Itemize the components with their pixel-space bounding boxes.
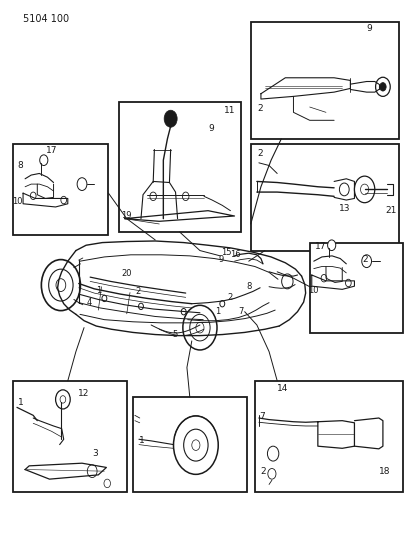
Text: 7: 7 xyxy=(260,412,266,421)
Bar xyxy=(119,102,241,232)
Circle shape xyxy=(362,255,372,268)
Bar xyxy=(13,381,127,492)
Circle shape xyxy=(87,465,97,478)
Text: 14: 14 xyxy=(277,384,288,393)
Circle shape xyxy=(55,390,70,409)
Circle shape xyxy=(321,274,327,282)
Text: 3: 3 xyxy=(92,449,98,458)
Text: 1: 1 xyxy=(95,286,101,295)
Circle shape xyxy=(77,177,87,190)
Text: 19: 19 xyxy=(122,211,132,220)
Circle shape xyxy=(181,309,186,315)
Text: 15: 15 xyxy=(221,248,232,257)
Circle shape xyxy=(184,429,208,461)
Text: 2: 2 xyxy=(135,287,141,296)
Text: 5104 100: 5104 100 xyxy=(23,14,69,25)
Circle shape xyxy=(56,279,66,292)
Circle shape xyxy=(182,192,189,200)
Circle shape xyxy=(61,196,67,204)
Circle shape xyxy=(173,416,218,474)
Text: 10: 10 xyxy=(308,286,319,295)
Circle shape xyxy=(192,440,200,450)
Text: 21: 21 xyxy=(385,206,397,215)
Text: 5: 5 xyxy=(172,330,177,339)
Circle shape xyxy=(268,469,276,479)
Bar xyxy=(251,144,399,251)
Circle shape xyxy=(150,192,156,200)
Text: 16: 16 xyxy=(231,251,241,260)
Text: 2: 2 xyxy=(227,293,232,302)
Circle shape xyxy=(139,303,144,310)
Bar xyxy=(13,144,109,235)
Circle shape xyxy=(102,295,107,302)
Text: 13: 13 xyxy=(339,204,350,213)
Text: 1: 1 xyxy=(215,306,220,316)
Text: 2: 2 xyxy=(363,255,368,263)
Text: 17: 17 xyxy=(315,243,326,252)
Circle shape xyxy=(190,314,210,341)
Text: 2: 2 xyxy=(258,149,263,158)
Circle shape xyxy=(328,240,336,251)
Circle shape xyxy=(282,274,293,289)
Circle shape xyxy=(339,183,349,196)
Text: 8: 8 xyxy=(17,161,23,170)
Bar xyxy=(310,243,403,333)
Circle shape xyxy=(220,301,225,307)
Text: 12: 12 xyxy=(78,389,89,398)
Circle shape xyxy=(380,83,386,91)
Circle shape xyxy=(196,322,204,333)
Bar xyxy=(255,381,403,492)
Text: 18: 18 xyxy=(379,467,391,475)
Text: 2: 2 xyxy=(258,103,263,112)
Text: 9: 9 xyxy=(367,24,373,33)
Text: 9: 9 xyxy=(208,124,214,133)
Text: 10: 10 xyxy=(12,197,22,206)
Bar xyxy=(251,22,399,139)
Circle shape xyxy=(104,479,111,488)
Text: 20: 20 xyxy=(122,269,132,278)
Text: 11: 11 xyxy=(224,106,235,115)
Text: 2: 2 xyxy=(260,467,266,475)
Bar xyxy=(133,397,247,492)
Text: 4: 4 xyxy=(87,298,92,307)
Text: 1: 1 xyxy=(139,436,145,445)
Circle shape xyxy=(376,77,390,96)
Circle shape xyxy=(49,269,73,301)
Circle shape xyxy=(267,446,279,461)
Circle shape xyxy=(346,279,351,287)
Text: 9: 9 xyxy=(219,255,224,264)
Circle shape xyxy=(30,192,36,199)
Circle shape xyxy=(355,176,375,203)
Circle shape xyxy=(164,110,177,127)
Circle shape xyxy=(183,305,217,350)
Text: 8: 8 xyxy=(246,281,251,290)
Text: 1: 1 xyxy=(18,398,24,407)
Circle shape xyxy=(361,184,369,195)
Circle shape xyxy=(40,155,48,165)
Circle shape xyxy=(41,260,80,311)
Circle shape xyxy=(60,395,66,403)
Text: 17: 17 xyxy=(46,146,58,155)
Text: 7: 7 xyxy=(238,307,243,316)
